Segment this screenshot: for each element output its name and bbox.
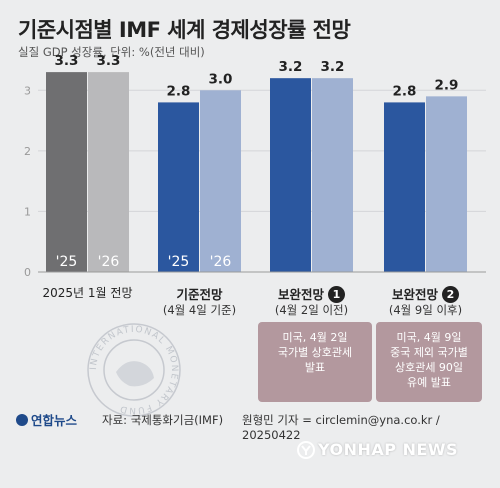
bar-g3-1 [426,96,467,272]
group-label: 2025년 1월 전망 [28,284,148,301]
chart-subtitle: 실질 GDP 성장률, 단위: %(전년 대비) [18,45,205,59]
group-sublabel: (4월 4일 기준) [162,303,237,317]
year-label: '26 [98,254,120,270]
bar-chart: 0 1 2 3 3.3 '25 3.3 '26 2.8 '25 3.0 '26 3.2 3.2 2.8 2.9 [24,53,486,279]
bar-g0-1 [88,72,129,272]
group-label-text: 2025년 1월 전망 [42,286,133,300]
group-label-text: 보완전망 [277,287,324,302]
year-label: '26 [210,254,232,270]
yonhap-logo: 연합뉴스 [16,410,77,429]
group-label: 기준전망 [140,284,260,303]
y-tick-label: 2 [24,145,31,158]
imf-seal-logo: INTERNATIONAL MONETARY FUND [87,323,181,417]
note-1-line-2: 국가별 상호관세 [277,346,353,359]
note-1-line-3: 발표 [304,361,326,374]
logo-icon [16,414,28,426]
bar-g1-0 [158,102,199,273]
group-number-badge: 1 [328,286,345,303]
note-box-2: 미국, 4월 9일 중국 제외 국가별 상호관세 90일 유예 발표 [376,322,482,402]
chart-title: 기준시점별 IMF 세계 경제성장률 전망 [18,18,351,42]
watermark-icon [297,441,315,459]
bar-g2-0 [270,78,311,273]
value-label: 3.0 [209,71,233,87]
y-tick-label: 1 [24,205,31,218]
note-1-line-1: 미국, 4월 2일 [282,331,348,344]
logo-text: 연합뉴스 [31,413,78,428]
note-2-line-1: 미국, 4월 9일 [396,331,462,344]
value-label: 3.3 [97,53,121,69]
bar-g3-0 [384,102,425,273]
y-tick-label: 3 [24,84,31,97]
bar-g2-1 [312,78,353,273]
y-tick-label: 0 [24,266,31,279]
group-number-badge: 2 [442,286,459,303]
note-2-line-2: 중국 제외 국가별 [390,346,468,359]
source-text: 자료: 국제통화기금(IMF) [102,413,224,427]
value-label: 3.2 [279,59,303,75]
group-label-text: 기준전망 [176,287,223,302]
credit-text: 원형민 기자 = circlemin@yna.co.kr / 20250422 [242,413,440,442]
group-label: 보완전망 1 [252,284,372,303]
year-label: '25 [168,254,190,270]
group-label-text: 보완전망 [391,287,438,302]
value-label: 3.2 [321,59,345,75]
watermark-text: YONHAP NEWS [318,440,459,459]
year-label: '25 [56,254,78,270]
note-box-1: 미국, 4월 2일 국가별 상호관세 발표 [258,322,372,402]
bar-g1-1 [200,90,241,273]
note-2-line-3: 상호관세 90일 [394,361,464,374]
group-sublabel: (4월 9일 이후) [388,303,463,317]
group-sublabel: (4월 2일 이전) [274,303,349,317]
note-2-line-4: 유예 발표 [407,376,451,389]
value-label: 3.3 [55,53,79,69]
value-label: 2.8 [393,83,417,99]
value-label: 2.8 [167,83,191,99]
value-label: 2.9 [435,77,459,93]
bar-g0-0 [46,72,87,272]
group-label: 보완전망 2 [366,284,486,303]
